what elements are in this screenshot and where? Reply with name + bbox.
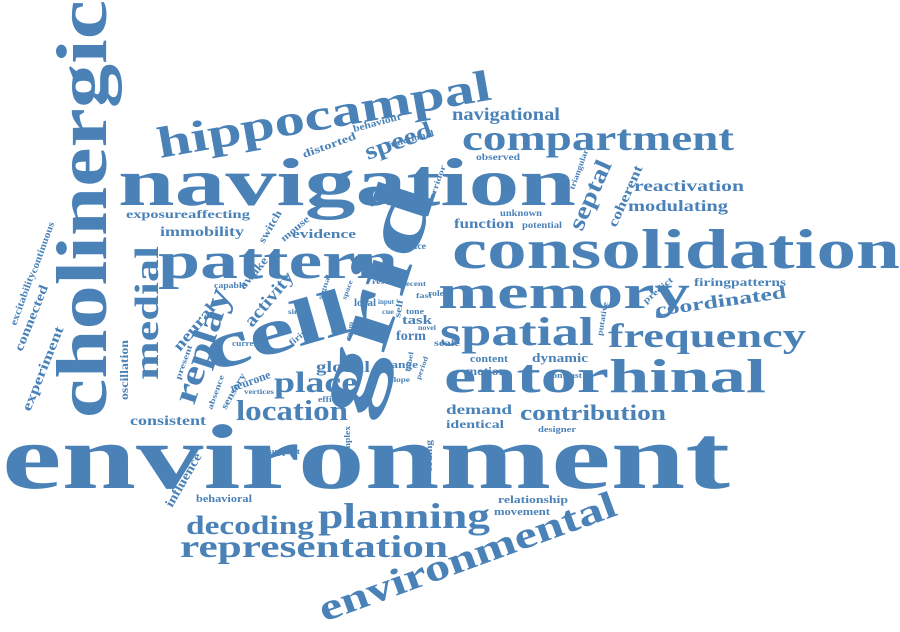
word-potential: potential	[522, 220, 563, 230]
word-task: task	[402, 312, 433, 327]
word-content: content	[470, 354, 509, 365]
word-firingpatterns: firingpatterns	[694, 275, 786, 289]
word-memory: memory	[438, 266, 690, 319]
word-reduce: reduce	[398, 241, 426, 251]
word-dynamic: dynamic	[532, 350, 588, 365]
word-compartment: compartment	[462, 118, 734, 158]
word-entorhinal: entorhinal	[444, 350, 766, 403]
word-movement: movement	[494, 506, 550, 518]
word-cue: cue	[382, 308, 394, 316]
word-recent: recent	[402, 280, 427, 288]
word-medial: medial	[129, 246, 166, 380]
word-spatial: spatial	[440, 309, 594, 354]
word-reactivation: reactivation	[634, 178, 744, 195]
word-representation: representation	[180, 528, 448, 564]
word-capable: capable	[214, 281, 247, 290]
word-unknown: unknown	[500, 208, 542, 218]
word-local: local	[354, 298, 376, 309]
word-efficient: efficient	[318, 395, 352, 404]
word-consolidation: consolidation	[452, 219, 900, 281]
word-coding: coding	[424, 439, 434, 472]
word-planning: planning	[318, 496, 490, 536]
word-scale: scale	[434, 338, 460, 348]
word-motion: motion	[466, 364, 506, 378]
word-exposure: exposure	[126, 207, 189, 221]
word-slope: slope	[390, 376, 410, 384]
word-observed: observed	[476, 152, 520, 162]
word-result: result	[372, 278, 397, 286]
word-cholinergic: cholinergic	[42, 0, 122, 418]
word-designer: designer	[538, 425, 577, 434]
word-oscillation: oscillation	[117, 340, 131, 400]
word-form: form	[396, 329, 426, 344]
word-pattern: pattern	[158, 233, 398, 290]
word-demand: demand	[446, 403, 512, 418]
word-modulating: modulating	[628, 198, 728, 215]
word-role: role	[428, 289, 445, 298]
word-function: function	[454, 217, 514, 232]
word-label: label	[404, 351, 415, 372]
word-support: support	[268, 447, 300, 456]
word-environment: environment	[2, 406, 731, 508]
word-complex: complex	[343, 426, 352, 460]
word-contribution: contribution	[520, 400, 666, 425]
word-navigational: navigational	[452, 104, 560, 124]
word-affecting: affecting	[188, 207, 250, 221]
word-input: input	[378, 298, 395, 306]
word-fast: fast	[416, 292, 433, 300]
word-behavioral: behavioral	[196, 493, 252, 505]
word-evidence: evidence	[292, 226, 356, 241]
word-vertices: vertices	[244, 388, 274, 396]
word-area: area	[384, 270, 401, 278]
word-immobility: immobility	[160, 225, 244, 240]
word-global: global	[316, 359, 371, 376]
word-location: location	[236, 396, 348, 427]
word-tone: tone	[406, 307, 425, 316]
word-relationship: relationship	[498, 494, 568, 506]
word-novel: novel	[418, 324, 436, 332]
word-contrast: contrast	[548, 371, 582, 380]
word-single: single	[288, 308, 310, 316]
word-navigation: navigation	[118, 144, 576, 220]
word-rest: rest	[360, 323, 376, 332]
word-place: place	[274, 366, 358, 399]
word-current: current	[232, 339, 262, 348]
word-identical: identical	[446, 417, 505, 431]
word-consistent: consistent	[130, 414, 206, 429]
word-self: self	[392, 298, 405, 319]
word-room: room	[344, 321, 355, 340]
word-decoding: decoding	[186, 511, 314, 540]
word-change: change	[378, 359, 418, 371]
word-frequency: frequency	[608, 318, 806, 355]
